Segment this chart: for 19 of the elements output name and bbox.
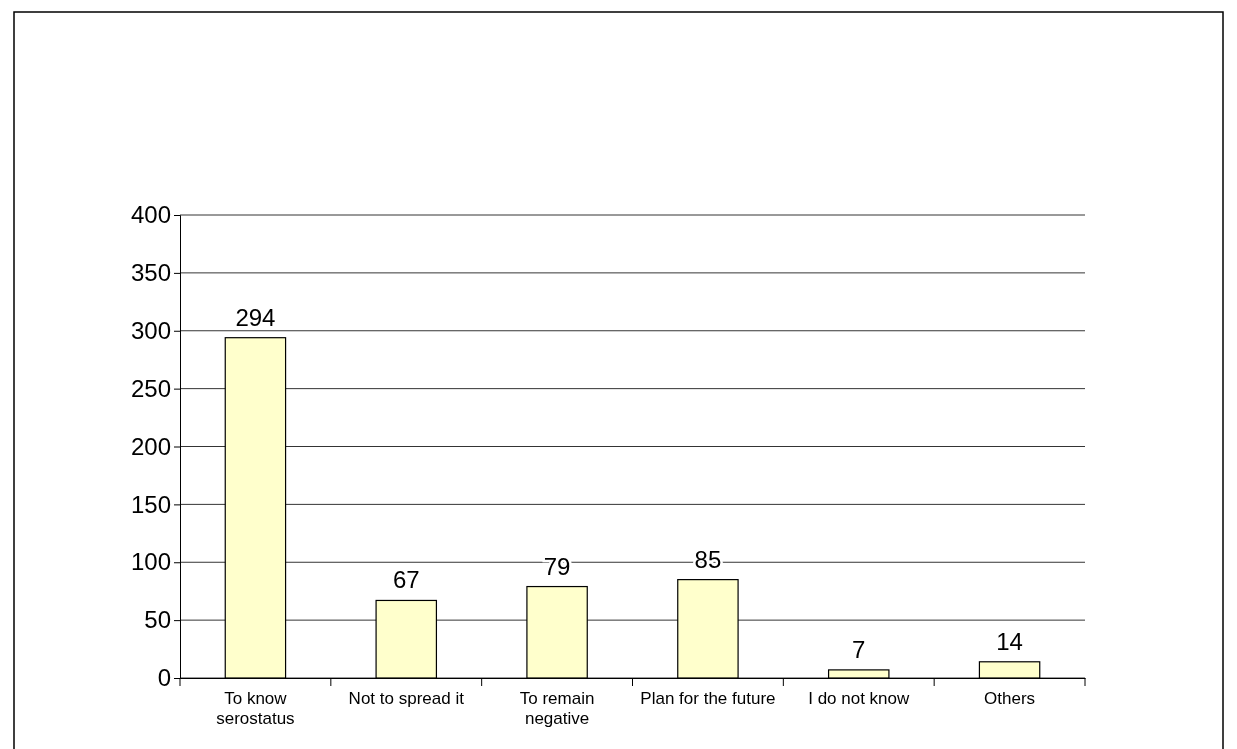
- y-tick-label: 150: [130, 490, 171, 518]
- y-tick-label: 200: [130, 432, 171, 460]
- x-tick-label: Not to spread it: [348, 689, 465, 709]
- x-tick-label: I do not know: [808, 689, 911, 709]
- y-tick-label: 0: [157, 664, 171, 692]
- y-tick-label: 250: [130, 374, 171, 402]
- x-tick-label: To remain negative: [519, 689, 595, 729]
- x-tick-label: Plan for the future: [640, 689, 776, 709]
- data-label: 294: [235, 303, 276, 331]
- y-tick-label: 100: [130, 548, 171, 576]
- x-tick-label: Others: [984, 689, 1036, 709]
- data-label: 14: [996, 627, 1023, 655]
- data-label: 7: [852, 635, 866, 663]
- y-tick-label: 300: [130, 316, 171, 344]
- x-tick-label: To know serostatus: [216, 689, 295, 729]
- y-tick-label: 400: [130, 201, 171, 229]
- data-label: 67: [392, 566, 420, 594]
- y-tick-label: 50: [144, 606, 171, 634]
- y-tick-label: 350: [130, 259, 171, 287]
